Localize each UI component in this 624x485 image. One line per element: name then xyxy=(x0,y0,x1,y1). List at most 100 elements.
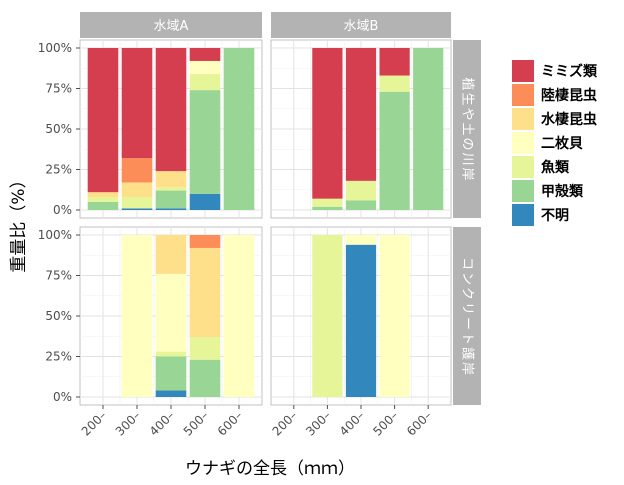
bar-segment xyxy=(223,235,255,397)
bar-segment xyxy=(155,48,187,172)
bar-segment xyxy=(155,187,187,191)
bar-segment xyxy=(155,356,187,391)
legend-label: 魚類 xyxy=(541,159,570,176)
x-tick-label: 500– xyxy=(370,408,400,438)
row-strip-label: 生 xyxy=(460,92,475,105)
row-strip-label: や xyxy=(460,107,475,120)
bar-segment xyxy=(223,48,255,210)
row-strip xyxy=(453,227,481,405)
column-strip xyxy=(80,12,262,38)
bar-segment xyxy=(121,235,153,397)
row-strip-label: 土 xyxy=(460,122,475,135)
column-strip-label: 水域A xyxy=(154,19,189,34)
row-strip-label: ー xyxy=(460,317,475,330)
bar-segment xyxy=(121,208,153,210)
bar-segment xyxy=(155,190,187,209)
legend-label: 水棲昆虫 xyxy=(541,111,597,128)
y-tick-label: 50% xyxy=(45,309,72,323)
x-tick-label: 300– xyxy=(113,408,143,438)
row-strip-label: 護 xyxy=(460,347,476,360)
bar-segment xyxy=(189,73,221,91)
bar-segment xyxy=(189,247,221,338)
bar-segment xyxy=(155,171,187,188)
bar-segment xyxy=(189,337,221,360)
legend-key xyxy=(512,108,534,130)
bar-segment xyxy=(87,197,119,202)
y-tick-label: 25% xyxy=(45,350,72,364)
bar-segment xyxy=(312,235,343,397)
row-strip-label: 岸 xyxy=(460,362,475,375)
bar-segment xyxy=(155,235,187,274)
x-tick-label: 500– xyxy=(181,408,211,438)
panels-layer xyxy=(79,39,452,406)
bar-segment xyxy=(121,197,153,209)
bar-segment xyxy=(379,235,410,397)
x-tick-label: 200– xyxy=(79,408,109,438)
row-strip-label: リ xyxy=(460,302,475,315)
bar-segment xyxy=(155,351,187,357)
legend-key xyxy=(512,156,534,178)
bar-segment xyxy=(189,60,221,74)
legend-key xyxy=(512,204,534,226)
y-tick-label: 50% xyxy=(45,122,72,136)
row-strip-label: 植 xyxy=(460,77,475,90)
row-strip-label: の xyxy=(460,137,475,150)
row-strip-label: 岸 xyxy=(460,167,475,180)
bar-segment xyxy=(345,180,377,201)
bar-segment xyxy=(189,235,221,248)
bar-segment xyxy=(121,158,153,183)
bar-segment xyxy=(189,90,221,194)
legend-key xyxy=(512,132,534,154)
row-strip-label: コ xyxy=(460,257,475,270)
legend-key xyxy=(512,60,534,82)
x-tick-label: 200– xyxy=(270,408,300,438)
x-tick-label: 600– xyxy=(215,408,245,438)
legend-label: 陸棲昆虫 xyxy=(541,87,597,104)
row-strip-label: ン xyxy=(460,272,475,285)
x-tick-label: 400– xyxy=(147,408,177,438)
bar-segment xyxy=(379,91,410,210)
x-tick-label: 300– xyxy=(303,408,333,438)
bar-segment xyxy=(155,208,187,210)
y-tick-label: 0% xyxy=(53,390,72,404)
bar-segment xyxy=(155,390,187,397)
y-tick-label: 75% xyxy=(45,82,72,96)
bar-segment xyxy=(189,48,221,61)
bar-segment xyxy=(87,201,119,210)
bar-segment xyxy=(379,48,410,76)
bar-segment xyxy=(312,198,343,207)
column-strip-label: 水域B xyxy=(344,19,379,34)
y-tick-label: 0% xyxy=(53,203,72,217)
bar-segment xyxy=(189,193,221,210)
bar-segment xyxy=(87,48,119,193)
legend-key xyxy=(512,180,534,202)
bar-segment xyxy=(345,48,377,181)
legend-label: 甲殻類 xyxy=(541,183,584,200)
y-tick-label: 25% xyxy=(45,163,72,177)
bar-segment xyxy=(379,75,410,92)
x-tick-label: 600– xyxy=(404,408,434,438)
bar-segment xyxy=(312,48,343,199)
legend-key xyxy=(512,84,534,106)
bar-segment xyxy=(155,273,187,352)
y-axis-title: 重量比（%） xyxy=(9,171,29,272)
bar-segment xyxy=(312,206,343,210)
bar-segment xyxy=(345,235,377,245)
y-tick-label: 100% xyxy=(38,41,72,55)
bar-segment xyxy=(189,359,221,397)
row-strip-label: ク xyxy=(460,287,475,300)
legend-label: ミミズ類 xyxy=(541,63,598,80)
y-tick-label: 100% xyxy=(38,228,72,242)
y-tick-label: 75% xyxy=(45,269,72,283)
row-strip-label: ト xyxy=(460,332,475,345)
bar-segment xyxy=(87,192,119,198)
legend-label: 不明 xyxy=(541,208,569,224)
bar-segment xyxy=(413,48,444,210)
row-strip xyxy=(453,40,481,218)
x-axis-title: ウナギの全長（ｍｍ） xyxy=(185,459,355,479)
bar-segment xyxy=(345,244,377,397)
row-strip-label: 川 xyxy=(460,152,475,165)
bar-segment xyxy=(121,182,153,198)
